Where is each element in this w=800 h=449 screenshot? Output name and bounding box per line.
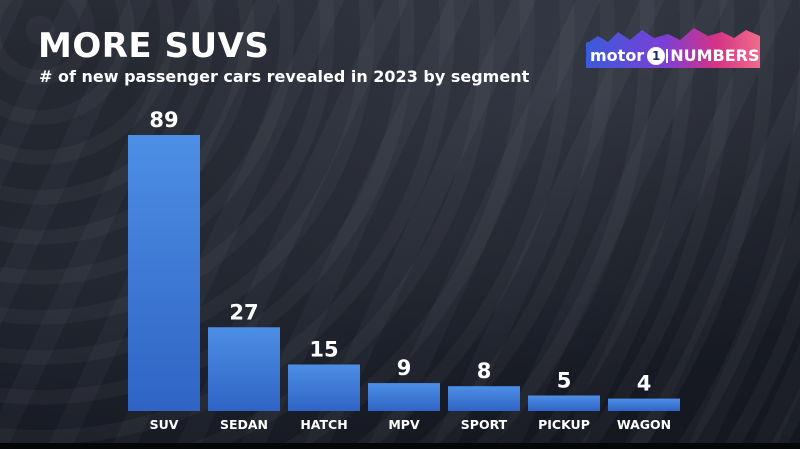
logo-right-text: NUMBERS	[670, 46, 760, 65]
bar-mpv	[368, 383, 440, 411]
bar-pickup	[528, 395, 600, 411]
value-label-mpv: 9	[397, 356, 412, 380]
category-label-sport: SPORT	[461, 417, 508, 432]
category-label-pickup: PICKUP	[538, 417, 590, 432]
category-label-hatch: HATCH	[300, 417, 347, 432]
category-label-wagon: WAGON	[617, 417, 671, 432]
bar-wagon	[608, 398, 680, 411]
category-label-sedan: SEDAN	[220, 417, 268, 432]
category-label-suv: SUV	[150, 417, 179, 432]
chart-title: MORE SUVS	[38, 26, 270, 66]
logo-divider	[666, 48, 669, 63]
chart-subtitle: # of new passenger cars revealed in 2023…	[39, 67, 530, 86]
value-label-pickup: 5	[557, 368, 572, 392]
bar-sedan	[208, 327, 280, 411]
bar-sport	[448, 386, 520, 411]
motor1-numbers-logo: motor 1 NUMBERS	[584, 24, 762, 74]
category-label-mpv: MPV	[388, 417, 420, 432]
mountain-skyline-icon	[586, 28, 760, 68]
value-label-wagon: 4	[637, 372, 652, 396]
value-label-hatch: 15	[309, 337, 338, 361]
value-label-sedan: 27	[229, 300, 258, 324]
bar-suv	[128, 135, 200, 411]
value-label-sport: 8	[477, 359, 492, 383]
bar-hatch	[288, 364, 360, 411]
logo-left-text: motor	[590, 46, 645, 65]
value-label-suv: 89	[149, 108, 178, 132]
logo-badge: 1	[647, 46, 666, 65]
